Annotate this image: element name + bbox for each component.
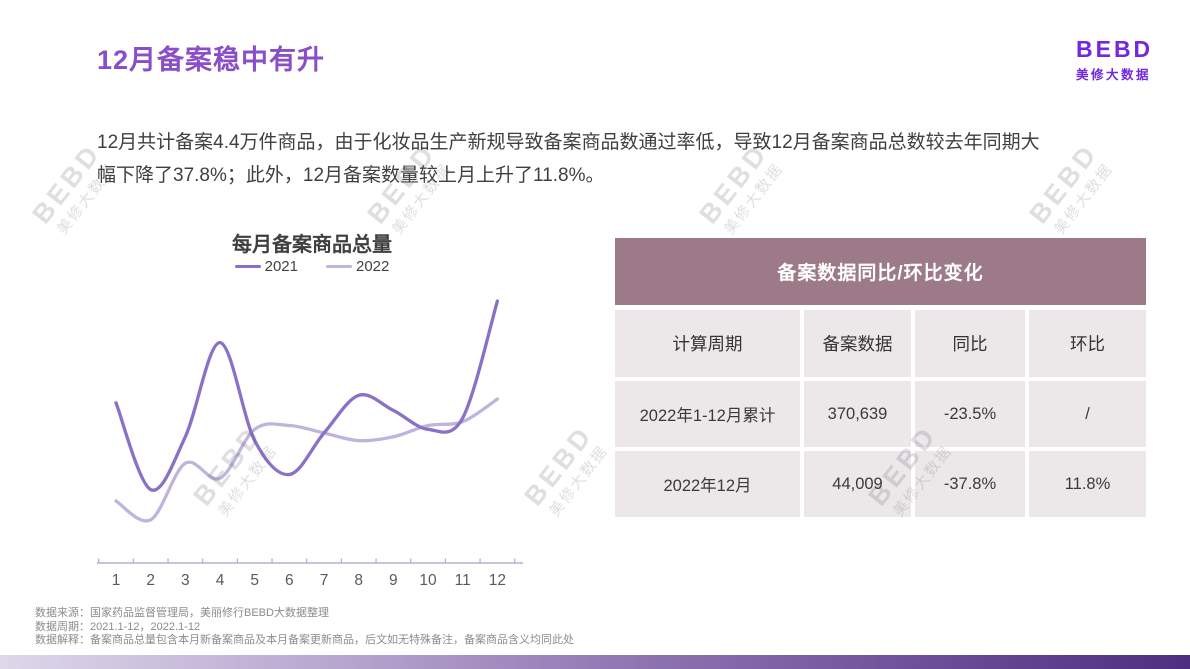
logo-wordmark: BEBD <box>1076 36 1154 62</box>
legend-label: 2021 <box>264 258 298 275</box>
comparison-table: 备案数据同比/环比变化 计算周期 备案数据 同比 环比 2022年1-12月累计 370,… <box>615 238 1146 517</box>
x-axis-label: 2 <box>146 572 155 589</box>
bottom-gradient-bar <box>0 655 1190 669</box>
table-column-header: 环比 <box>1029 310 1146 377</box>
x-axis-label: 11 <box>455 572 471 589</box>
table-column-header: 同比 <box>915 310 1025 377</box>
series-line-2021 <box>114 299 500 492</box>
legend-item-2021: 2021 <box>234 258 298 275</box>
table-grid: 计算周期 备案数据 同比 环比 2022年1-12月累计 370,639 -23.5%/ 20… <box>615 310 1146 517</box>
logo-subtext: 美修大数据 <box>1076 68 1152 82</box>
x-axis-label: 12 <box>489 572 506 589</box>
bebd-watermark: BEBD 美修大数据 <box>518 420 615 523</box>
series-line-2022 <box>114 397 500 523</box>
table-cell: 44,009 <box>804 451 911 517</box>
footnotes: 数据来源：国家药品监督管理局，美丽修行BEBD大数据整理 数据周期：2021.1… <box>35 607 574 648</box>
bebd-logo: BEBD 美修大数据 <box>1076 36 1153 83</box>
table-cell: / <box>1029 381 1146 447</box>
table-cell: 2022年12月 <box>615 451 800 517</box>
footnote-source: 数据来源：国家药品监督管理局，美丽修行BEBD大数据整理 <box>35 607 329 619</box>
page-title: 12月备案稳中有升 <box>97 45 326 75</box>
legend-label: 2022 <box>356 258 390 275</box>
chart-title: 每月备案商品总量 <box>232 234 392 256</box>
x-axis-label: 5 <box>250 572 259 589</box>
x-axis-label: 4 <box>216 572 225 589</box>
x-axis-label: 1 <box>112 572 121 589</box>
table-cell: 11.8% <box>1029 451 1146 517</box>
monthly-filings-line-chart: 1 2 3 4 5 6 7 8 9 10 11 12 <box>97 299 523 589</box>
watermark-wordmark: BEBD <box>26 137 108 230</box>
table-column-header: 计算周期 <box>615 310 800 377</box>
footnote-definition: 数据解释：备案商品总量包含本月新备案商品及本月备案更新商品，后文如无特殊备注，备… <box>35 634 574 646</box>
intro-paragraph: 12月共计备案4.4万件商品，由于化妆品生产新规导致备案商品数通过率低，导致12… <box>97 132 1040 186</box>
watermark-subtext: 美修大数据 <box>1050 160 1117 238</box>
x-axis-label: 7 <box>320 572 329 589</box>
legend-swatch-2021 <box>234 264 261 269</box>
footnote-period: 数据周期：2021.1-12，2022.1-12 <box>35 620 201 633</box>
chart-legend: 2021 2022 <box>92 258 532 275</box>
x-axis-label: 6 <box>285 572 294 589</box>
table-column-header: 备案数据 <box>804 310 911 377</box>
x-axis-label: 10 <box>419 572 437 589</box>
watermark-subtext: 美修大数据 <box>545 442 612 520</box>
x-axis-label: 9 <box>389 572 398 589</box>
table-cell: -23.5% <box>915 381 1025 447</box>
x-axis-label: 8 <box>354 572 363 589</box>
legend-swatch-2022 <box>326 264 352 269</box>
table-cell: 2022年1-12月累计 <box>615 381 800 447</box>
table-cell: 370,639 <box>804 381 911 447</box>
x-axis-label: 3 <box>181 572 190 589</box>
table-title: 备案数据同比/环比变化 <box>615 238 1146 305</box>
legend-item-2022: 2022 <box>326 258 389 275</box>
table-cell: -37.8% <box>915 451 1025 517</box>
